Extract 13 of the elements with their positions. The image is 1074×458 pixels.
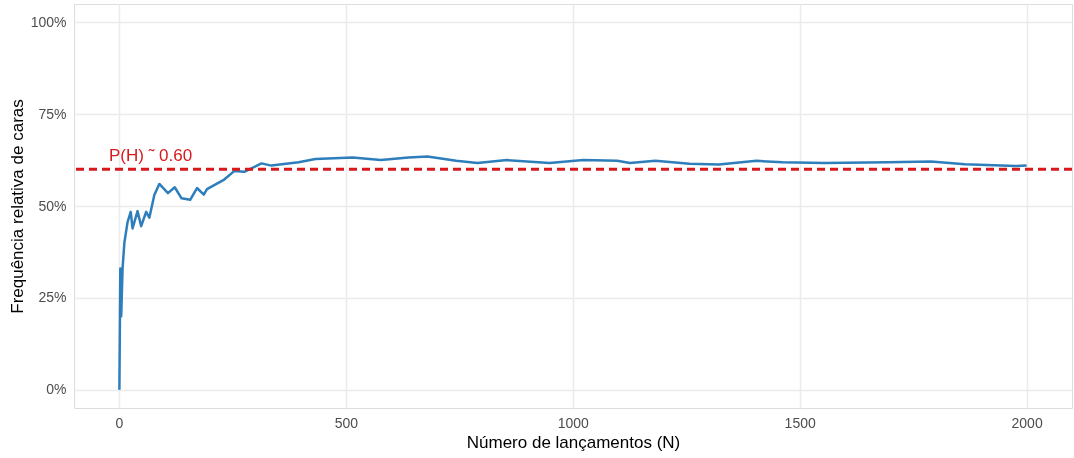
- x-tick-label: 0: [115, 414, 124, 431]
- x-tick-label: 1500: [784, 414, 816, 431]
- y-tick-label: 25%: [38, 289, 67, 306]
- x-tick-label: 1000: [557, 414, 590, 431]
- y-tick-label: 100%: [30, 13, 67, 30]
- annotation: P(H) ˜ 0.60: [109, 146, 193, 166]
- y-tick-label: 50%: [38, 197, 67, 214]
- y-tick-label: 0%: [46, 381, 67, 398]
- x-tick-label: 2000: [1011, 414, 1043, 431]
- x-tick-label: 500: [334, 414, 359, 431]
- y-tick-label: 75%: [38, 105, 67, 122]
- x-axis-title: Número de lançamentos (N): [466, 432, 681, 452]
- y-axis-title: Frequência relativa de caras: [7, 99, 27, 314]
